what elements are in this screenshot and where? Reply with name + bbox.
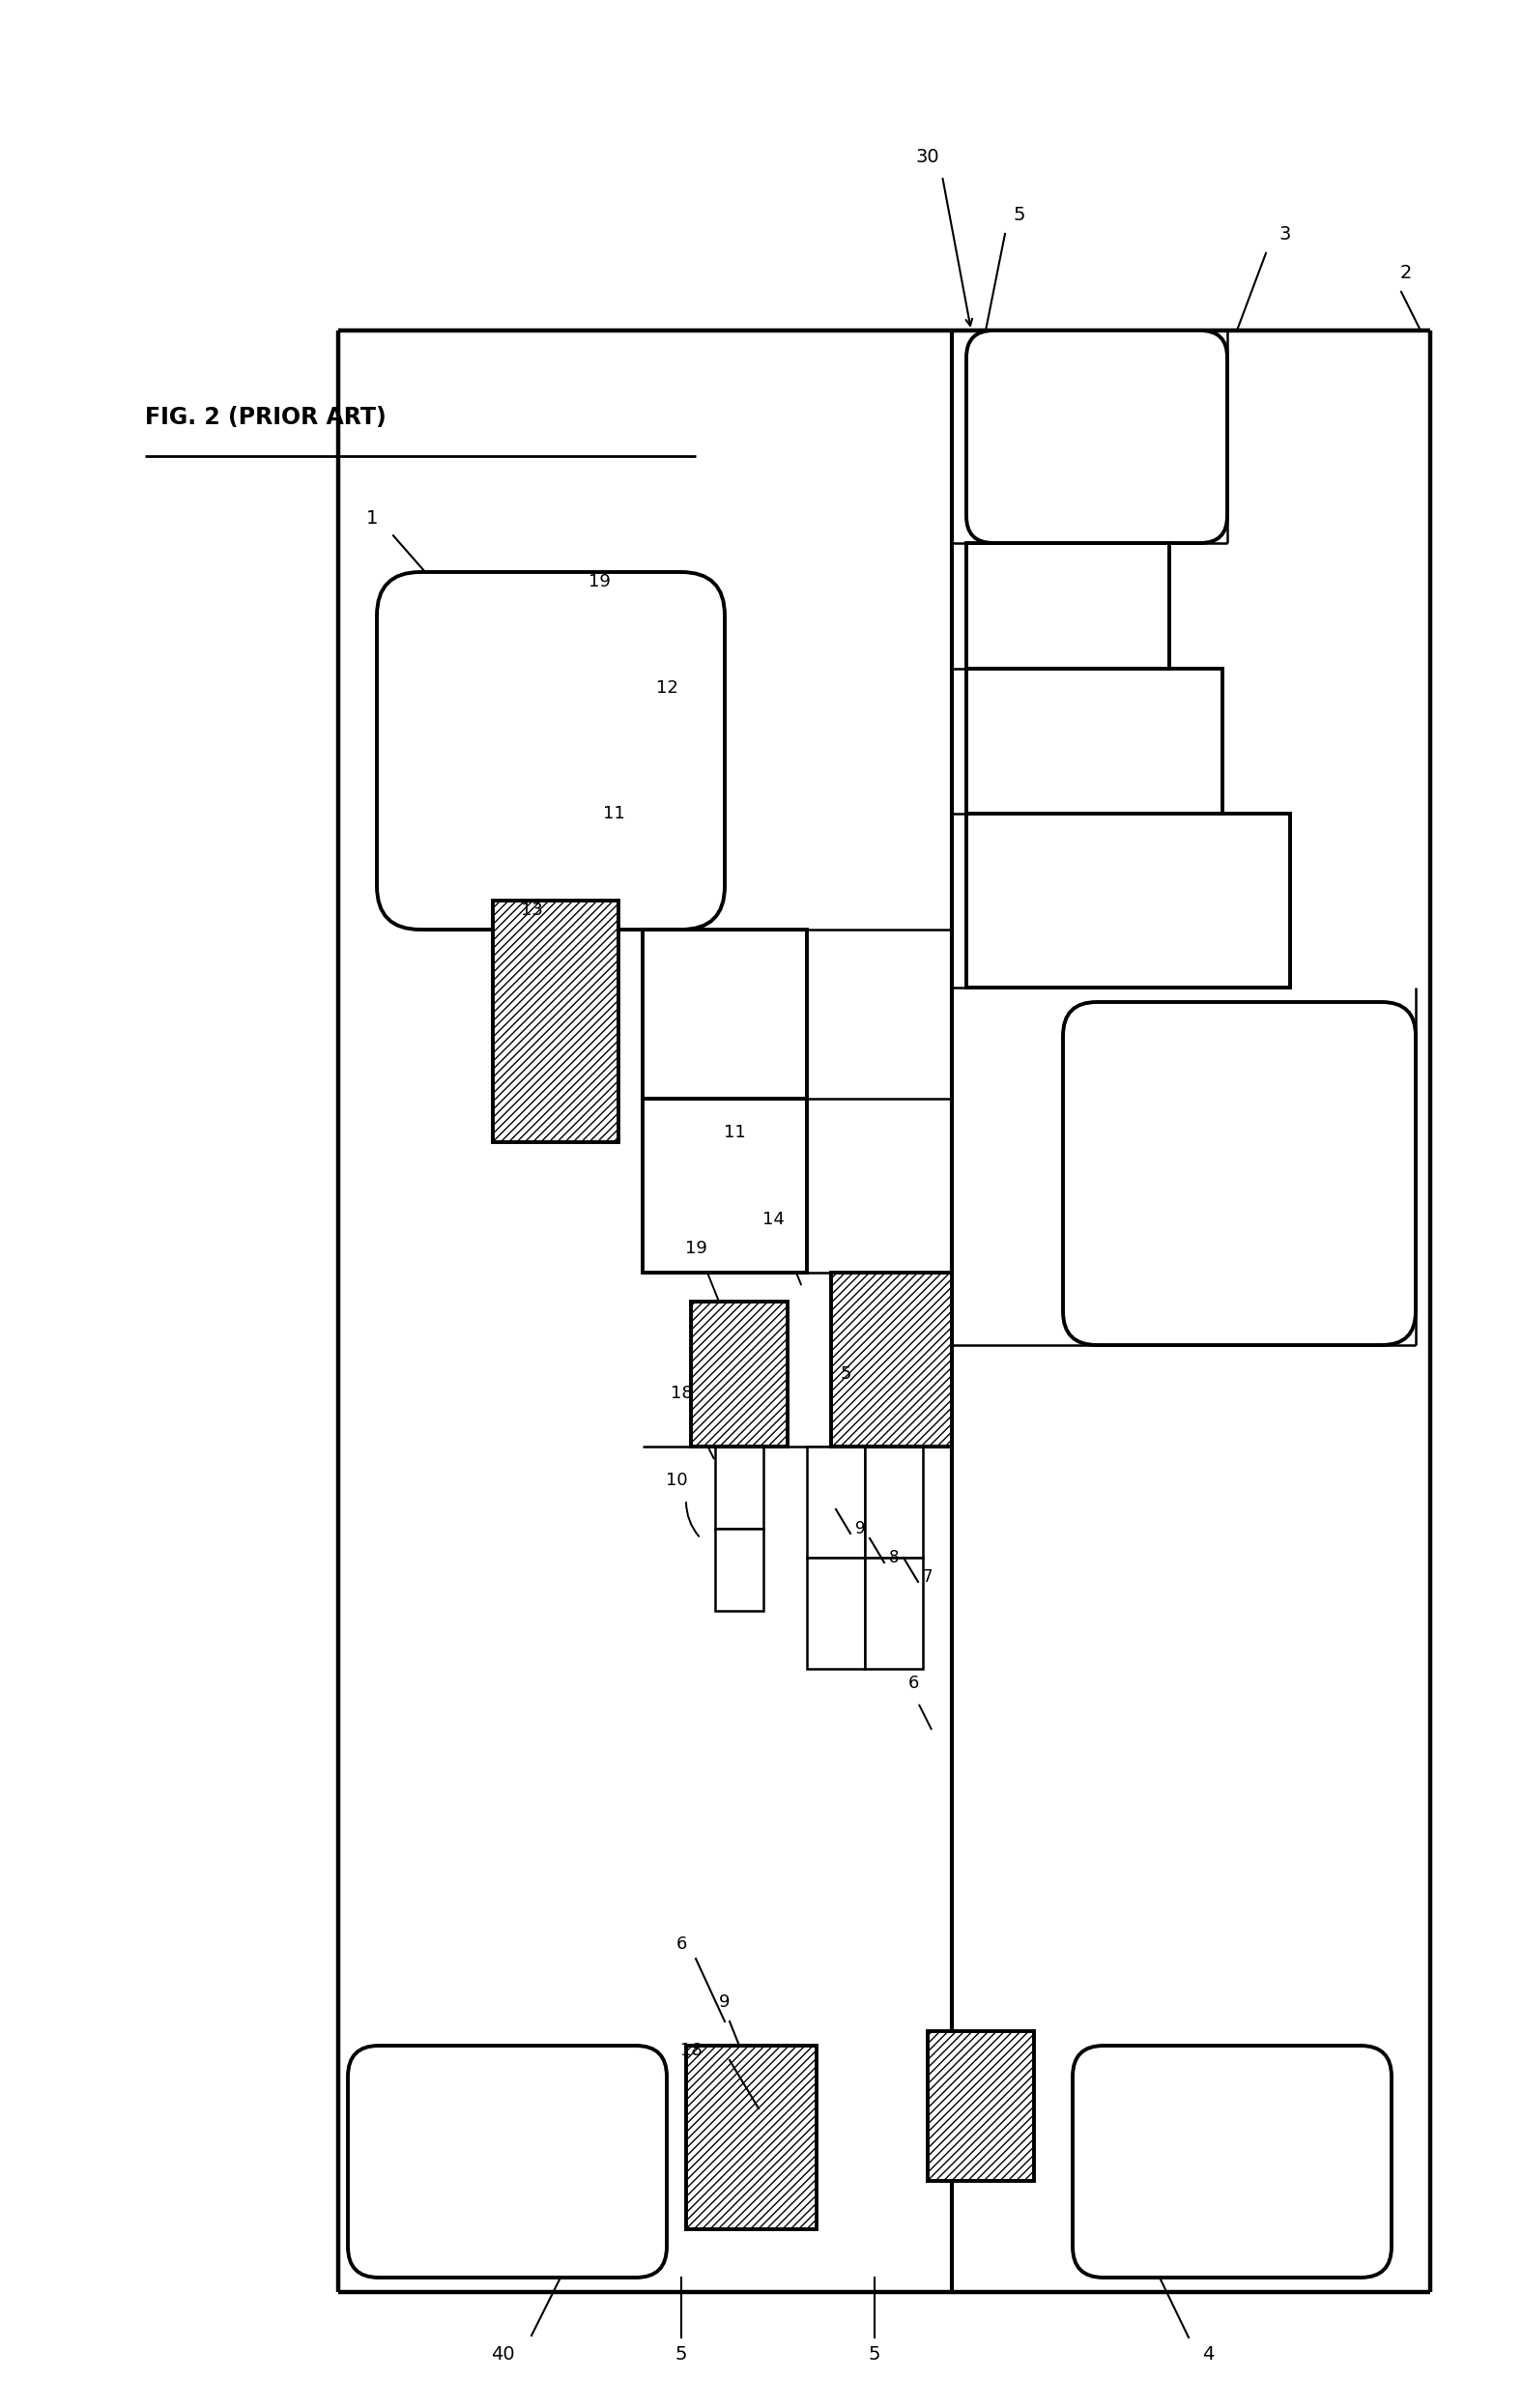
Text: 1: 1 [367,510,377,527]
Text: 18: 18 [680,2042,702,2059]
Text: 9: 9 [855,1519,864,1536]
Text: 18: 18 [670,1385,693,1401]
Bar [715,1447,764,1529]
Bar [966,669,1222,814]
Bar [493,901,618,1141]
Text: 2: 2 [1400,262,1412,282]
Text: 5: 5 [869,2345,881,2365]
Text: 5: 5 [840,1365,851,1382]
Text: 5: 5 [676,2345,688,2365]
Text: 8: 8 [889,1548,900,1565]
Text: 6: 6 [676,1936,686,1953]
Text: 9: 9 [720,1994,731,2011]
Text: 13: 13 [521,901,542,920]
FancyBboxPatch shape [1073,2047,1391,2278]
Bar [807,1558,864,1669]
Text: 40: 40 [490,2345,514,2365]
FancyBboxPatch shape [377,573,724,929]
Bar [642,1098,807,1271]
Bar [686,2047,817,2230]
Text: 14: 14 [763,1211,784,1228]
FancyBboxPatch shape [966,330,1227,544]
Bar [864,1558,922,1669]
Bar [691,1303,787,1447]
Bar [831,1271,951,1447]
Bar [864,1447,922,1558]
Text: 11: 11 [603,804,624,821]
Text: 12: 12 [656,679,677,696]
Text: 6: 6 [907,1674,919,1693]
Bar [642,929,807,1098]
Bar [966,544,1169,669]
Text: 11: 11 [723,1125,746,1141]
Bar [966,814,1291,987]
Bar [715,1529,764,1611]
Bar [928,2030,1033,2182]
Text: 3: 3 [1280,224,1291,243]
Text: 19: 19 [685,1240,706,1257]
Text: FIG. 2 (PRIOR ART): FIG. 2 (PRIOR ART) [145,407,387,429]
Text: 4: 4 [1202,2345,1215,2365]
FancyBboxPatch shape [349,2047,667,2278]
Text: 30: 30 [916,147,939,166]
Text: 7: 7 [922,1568,933,1587]
Bar [807,1447,864,1558]
Text: 10: 10 [665,1471,688,1488]
Text: 5: 5 [1014,205,1026,224]
FancyBboxPatch shape [1062,1002,1415,1346]
Text: 19: 19 [587,573,610,590]
